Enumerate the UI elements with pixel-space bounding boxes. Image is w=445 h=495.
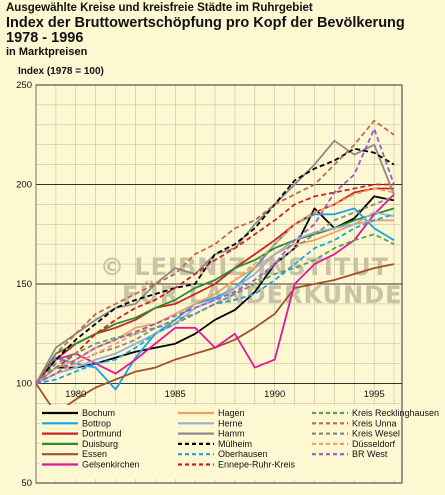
y-tick-label: 50	[21, 478, 32, 489]
legend-label: Essen	[82, 449, 107, 459]
series-lines	[35, 119, 395, 415]
legend-label: Herne	[218, 418, 243, 428]
y-tick-label: 200	[16, 180, 32, 191]
legend-label: Düsseldorf	[352, 439, 396, 449]
legend-label: Kreis Unna	[352, 418, 397, 428]
y-tick-label: 100	[16, 379, 32, 390]
legend-label: Oberhausen	[218, 449, 268, 459]
legend-label: Duisburg	[82, 439, 118, 449]
legend-label: Ennepe-Ruhr-Kreis	[218, 460, 296, 470]
x-tick-label: 1985	[165, 389, 186, 400]
legend-label: Bottrop	[82, 418, 111, 428]
series-line	[35, 207, 395, 391]
legend-label: Gelsenkirchen	[82, 460, 140, 470]
x-tick-label: 1990	[264, 389, 285, 400]
x-tick-label: 1980	[65, 389, 86, 400]
series-line	[35, 233, 395, 385]
y-axis-label: Index (1978 = 100)	[18, 66, 104, 77]
series-line	[35, 187, 395, 385]
legend-label: Bochum	[82, 408, 115, 418]
chart-supertitle: Ausgewählte Kreise und kreisfreie Städte…	[6, 2, 313, 14]
series-line	[35, 211, 395, 385]
series-line	[35, 119, 395, 384]
legend-label: Hagen	[218, 408, 245, 418]
legend-label: Kreis Recklinghausen	[352, 408, 439, 418]
legend: BochumBottropDortmundDuisburgEssenGelsen…	[42, 408, 439, 470]
x-tick-label: 1995	[364, 389, 385, 400]
legend-label: Mülheim	[218, 439, 252, 449]
legend-label: Dortmund	[82, 429, 122, 439]
chart-title: Index der Bruttowertschöpfung pro Kopf d…	[6, 15, 405, 46]
chart-subtitle: in Marktpreisen	[6, 46, 88, 58]
series-line	[35, 193, 395, 385]
series-line	[35, 127, 395, 385]
y-tick-label: 150	[16, 279, 32, 290]
legend-label: BR West	[352, 449, 388, 459]
y-tick-label: 250	[16, 80, 32, 91]
series-line	[35, 147, 395, 385]
series-line	[35, 139, 395, 384]
legend-label: Kreis Wesel	[352, 429, 400, 439]
axis-ticks: 50 100 150 200 250 1980 1985 1990 1995	[16, 80, 385, 489]
legend-background	[40, 405, 400, 479]
series-line	[35, 183, 394, 385]
watermark-line1: © LEIBNIZ-INSTITUT	[100, 253, 389, 281]
legend-label: Hamm	[218, 429, 245, 439]
watermark-line2: FÜR LÄNDERKUNDE	[122, 279, 403, 309]
